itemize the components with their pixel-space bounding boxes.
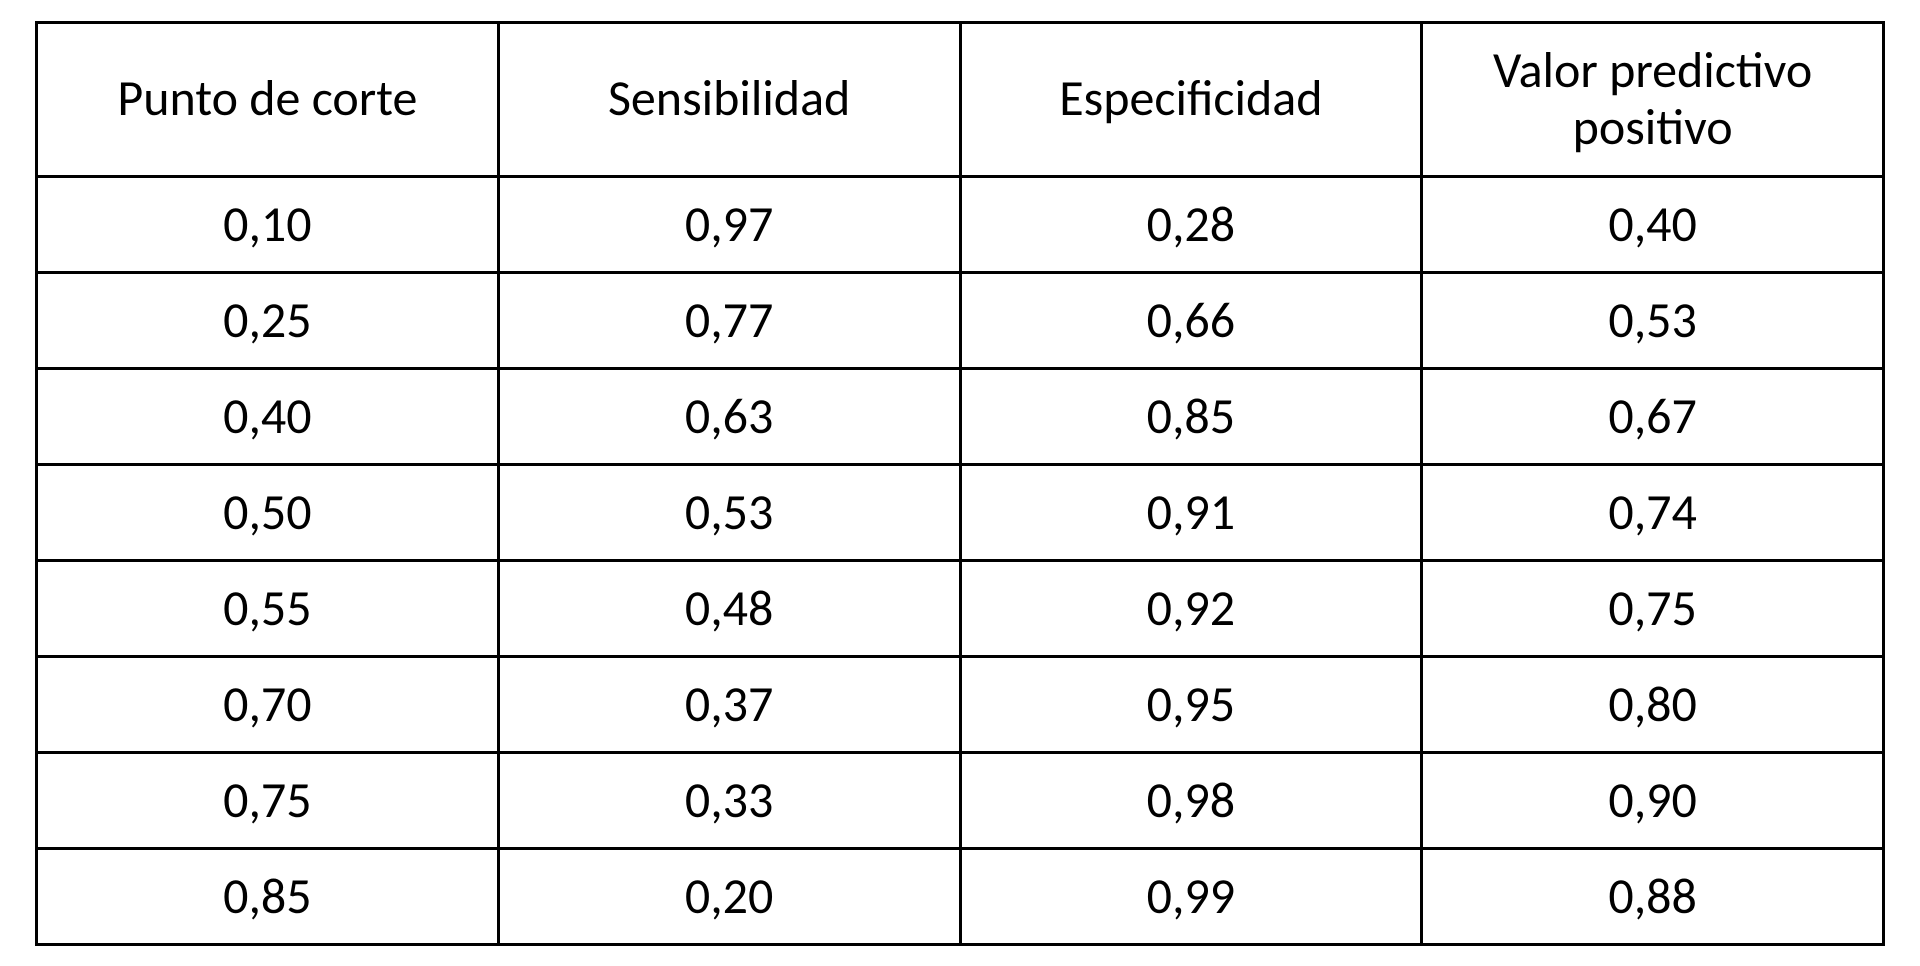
cell-valor-predictivo: 0,67	[1422, 368, 1884, 464]
cell-valor-predictivo: 0,74	[1422, 464, 1884, 560]
cell-especificidad: 0,99	[960, 848, 1422, 944]
cell-especificidad: 0,92	[960, 560, 1422, 656]
header-punto-de-corte: Punto de corte	[37, 22, 499, 176]
cell-valor-predictivo: 0,75	[1422, 560, 1884, 656]
cell-punto-de-corte: 0,10	[37, 176, 499, 272]
cell-punto-de-corte: 0,85	[37, 848, 499, 944]
cell-punto-de-corte: 0,55	[37, 560, 499, 656]
cell-especificidad: 0,91	[960, 464, 1422, 560]
table-row: 0,55 0,48 0,92 0,75	[37, 560, 1884, 656]
table-row: 0,50 0,53 0,91 0,74	[37, 464, 1884, 560]
header-especificidad: Especificidad	[960, 22, 1422, 176]
cell-valor-predictivo: 0,90	[1422, 752, 1884, 848]
table-row: 0,75 0,33 0,98 0,90	[37, 752, 1884, 848]
cell-valor-predictivo: 0,80	[1422, 656, 1884, 752]
table-row: 0,40 0,63 0,85 0,67	[37, 368, 1884, 464]
cell-sensibilidad: 0,48	[498, 560, 960, 656]
cell-punto-de-corte: 0,25	[37, 272, 499, 368]
header-valor-predictivo-positivo: Valor predictivo positivo	[1422, 22, 1884, 176]
cell-sensibilidad: 0,53	[498, 464, 960, 560]
cell-especificidad: 0,28	[960, 176, 1422, 272]
table-header-row: Punto de corte Sensibilidad Especificida…	[37, 22, 1884, 176]
cell-especificidad: 0,98	[960, 752, 1422, 848]
cell-valor-predictivo: 0,88	[1422, 848, 1884, 944]
table-row: 0,85 0,20 0,99 0,88	[37, 848, 1884, 944]
table-row: 0,25 0,77 0,66 0,53	[37, 272, 1884, 368]
cell-punto-de-corte: 0,40	[37, 368, 499, 464]
metrics-table: Punto de corte Sensibilidad Especificida…	[35, 21, 1885, 946]
cell-sensibilidad: 0,33	[498, 752, 960, 848]
cell-valor-predictivo: 0,40	[1422, 176, 1884, 272]
cell-sensibilidad: 0,37	[498, 656, 960, 752]
cell-especificidad: 0,95	[960, 656, 1422, 752]
cell-especificidad: 0,85	[960, 368, 1422, 464]
table-row: 0,70 0,37 0,95 0,80	[37, 656, 1884, 752]
cell-sensibilidad: 0,63	[498, 368, 960, 464]
table-row: 0,10 0,97 0,28 0,40	[37, 176, 1884, 272]
cell-sensibilidad: 0,97	[498, 176, 960, 272]
cell-punto-de-corte: 0,70	[37, 656, 499, 752]
cell-punto-de-corte: 0,50	[37, 464, 499, 560]
cell-sensibilidad: 0,20	[498, 848, 960, 944]
cell-sensibilidad: 0,77	[498, 272, 960, 368]
cell-valor-predictivo: 0,53	[1422, 272, 1884, 368]
header-sensibilidad: Sensibilidad	[498, 22, 960, 176]
cell-especificidad: 0,66	[960, 272, 1422, 368]
cell-punto-de-corte: 0,75	[37, 752, 499, 848]
